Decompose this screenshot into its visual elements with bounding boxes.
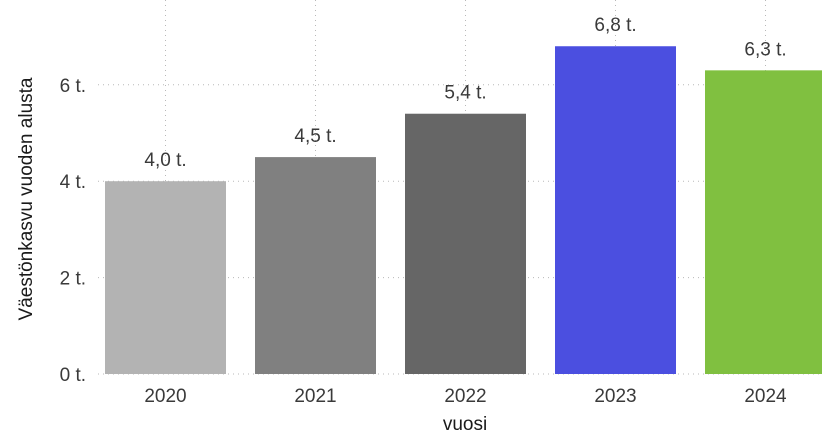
y-tick-label: 6 t. <box>60 76 86 97</box>
y-axis-title: Väestönkasvu vuoden alusta <box>16 77 37 320</box>
y-tick-label: 2 t. <box>60 269 86 290</box>
bar-2023 <box>555 46 676 375</box>
x-tick-label: 2022 <box>444 386 486 407</box>
y-tick-label: 4 t. <box>60 172 86 193</box>
data-label: 4,5 t. <box>294 126 336 147</box>
data-label: 6,3 t. <box>744 39 786 60</box>
y-tick-label: 0 t. <box>60 365 86 386</box>
bar-2024 <box>705 70 822 374</box>
data-label: 5,4 t. <box>444 83 486 104</box>
data-label: 4,0 t. <box>144 150 186 171</box>
x-tick-label: 2020 <box>144 386 186 407</box>
x-axis-title: vuosi <box>443 414 487 435</box>
bar-2022 <box>405 113 526 374</box>
label-layer: 0 t. 2 t. 4 t. 6 t. 4,0 t. 2020 4,5 t. 2021 5,4 … <box>60 15 787 407</box>
data-label: 6,8 t. <box>594 15 636 36</box>
bar-2020 <box>105 181 226 374</box>
x-tick-label: 2024 <box>744 386 787 407</box>
x-tick-label: 2023 <box>594 386 636 407</box>
bar-2021 <box>255 157 376 374</box>
bar-layer <box>105 46 822 375</box>
x-tick-label: 2021 <box>294 386 336 407</box>
